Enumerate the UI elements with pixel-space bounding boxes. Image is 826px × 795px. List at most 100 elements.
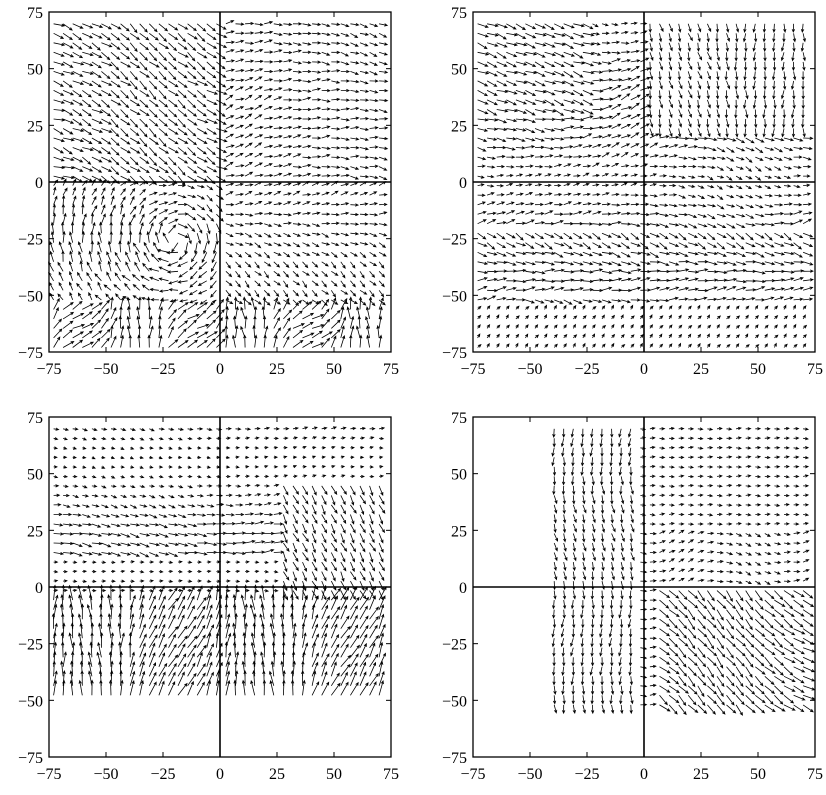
vector-arrow <box>678 695 687 706</box>
vector-arrow <box>72 42 83 50</box>
vector-arrow <box>244 290 252 297</box>
vector-arrow <box>496 297 507 301</box>
vector-arrow <box>774 704 786 712</box>
vector-arrow <box>302 571 307 582</box>
vector-arrow <box>139 99 149 109</box>
vector-arrow <box>216 99 227 106</box>
vector-arrow <box>273 579 279 583</box>
vector-arrow <box>774 324 778 329</box>
vector-arrow <box>630 102 640 110</box>
vector-arrow <box>678 704 687 716</box>
vector-arrow <box>369 653 379 668</box>
vector-arrow <box>264 211 273 216</box>
vector-arrow <box>534 299 545 304</box>
vector-arrow <box>359 51 369 57</box>
vector-arrow <box>350 446 355 450</box>
vector-arrow <box>687 324 693 329</box>
vector-arrow <box>77 241 83 253</box>
vector-arrow <box>302 340 314 348</box>
vector-arrow <box>793 455 800 459</box>
vector-arrow <box>235 49 245 53</box>
vector-arrow <box>292 211 302 215</box>
vector-arrow <box>379 474 385 478</box>
vector-arrow <box>235 589 241 593</box>
vector-arrow <box>177 560 183 564</box>
vector-arrow <box>736 512 742 517</box>
vector-arrow <box>62 212 67 224</box>
vector-arrow <box>101 137 112 145</box>
vector-arrow <box>582 182 590 187</box>
vector-arrow <box>101 51 111 61</box>
vector-arrow <box>283 309 293 320</box>
vector-arrow <box>187 71 197 80</box>
vector-arrow <box>235 465 240 469</box>
vector-arrow <box>716 296 727 301</box>
vector-arrow <box>659 61 663 71</box>
vector-arrow <box>245 41 255 45</box>
vector-arrow <box>177 504 186 508</box>
vector-arrow <box>235 503 244 507</box>
vector-arrow <box>668 656 680 666</box>
vector-arrow <box>515 42 528 47</box>
vector-arrow <box>177 166 186 176</box>
vector-arrow <box>245 465 250 469</box>
vector-arrow <box>716 426 723 431</box>
vector-arrow <box>350 32 359 38</box>
vector-arrow <box>379 79 389 83</box>
vector-arrow <box>669 193 678 197</box>
vector-arrow <box>187 615 197 629</box>
vector-arrow <box>149 208 159 215</box>
vector-arrow <box>110 569 116 574</box>
vector-arrow <box>649 173 658 177</box>
vector-arrow <box>197 156 208 163</box>
vector-arrow <box>273 474 279 478</box>
vector-arrow <box>369 606 379 620</box>
vector-arrow <box>283 153 292 158</box>
vector-arrow <box>534 212 545 216</box>
vector-arrow <box>321 474 327 478</box>
vector-arrow <box>346 306 351 319</box>
vector-arrow <box>592 97 604 101</box>
vector-arrow <box>582 299 593 303</box>
vector-arrow <box>321 308 330 320</box>
vector-arrow <box>563 155 573 159</box>
vector-arrow <box>292 310 303 320</box>
vector-arrow <box>168 118 179 126</box>
vector-arrow <box>506 324 510 329</box>
vector-arrow <box>678 577 685 582</box>
vector-arrow <box>61 203 65 215</box>
vector-arrow <box>706 90 710 100</box>
vector-arrow <box>601 581 605 591</box>
vector-arrow <box>350 154 360 158</box>
vector-arrow <box>340 299 349 305</box>
vector-arrow <box>254 152 263 158</box>
vector-arrow <box>697 279 709 283</box>
vector-arrow <box>283 163 293 167</box>
vector-arrow <box>619 485 623 496</box>
vector-arrow <box>648 80 653 91</box>
vector-arrow <box>668 558 675 563</box>
vector-arrow <box>129 42 138 53</box>
vector-arrow <box>580 466 584 476</box>
vector-arrow <box>359 175 370 179</box>
vector-arrow <box>659 174 668 178</box>
vector-arrow <box>321 590 327 601</box>
vector-arrow <box>168 137 179 145</box>
vector-arrow <box>754 676 764 687</box>
vector-arrow <box>611 268 623 273</box>
vector-arrow <box>726 493 733 497</box>
vector-arrow <box>340 595 349 610</box>
x-tick-label: −25 <box>574 766 599 783</box>
vector-arrow <box>716 204 725 210</box>
vector-arrow <box>726 666 736 677</box>
vector-arrow <box>148 90 157 101</box>
vector-arrow <box>312 202 321 206</box>
vector-arrow <box>726 268 738 273</box>
vector-arrow <box>72 23 84 29</box>
vector-arrow <box>477 118 489 122</box>
vector-arrow <box>506 232 516 239</box>
vector-arrow <box>601 69 613 73</box>
vector-arrow <box>783 323 787 329</box>
vector-arrow <box>369 242 377 248</box>
